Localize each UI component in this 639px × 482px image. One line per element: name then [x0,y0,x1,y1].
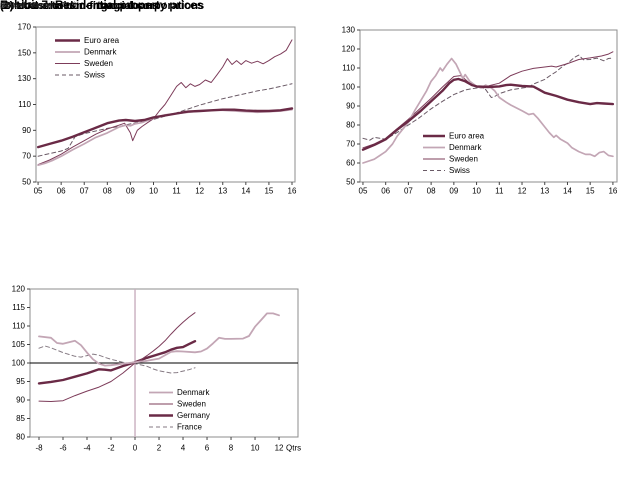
y-tick-label: 95 [16,377,25,386]
legend-label-sweden: Sweden [84,59,113,68]
series-line-euro-area [36,107,294,149]
y-tick-label: 50 [346,178,355,187]
y-tick-label: 80 [16,433,25,442]
series-line-denmark [362,57,614,164]
y-tick-label: 70 [22,152,31,161]
x-tick-label: 10 [251,444,260,453]
legend-label-swiss: Swiss [449,166,470,175]
x-tick-label: -8 [35,444,43,453]
y-tick-label: 85 [16,414,25,423]
x-tick-label: 16 [608,187,617,196]
x-tick-label: -4 [83,444,91,453]
x-tick-label: 8 [229,444,234,453]
chart1-unit-label: (2010=100) [0,0,39,9]
series-line-denmark [37,108,293,167]
y-tick-label: 80 [346,121,355,130]
chart1-title: (1) Household mortgage loans [0,0,159,12]
y-tick-label: 170 [18,23,32,32]
x-tick-label: 07 [404,187,413,196]
x-tick-label: 12 [518,187,527,196]
x-tick-label: 09 [449,187,458,196]
chart2-title: (2) Loans to non-financial corporations [0,0,205,12]
top-source: Source: Haver. [0,0,57,10]
series-line-denmark [38,312,280,367]
x-tick-label: 12 [195,187,204,196]
x-tick-label: 05 [34,187,43,196]
series-line-germany [37,340,197,385]
x-tick-label: 06 [57,187,66,196]
y-tick-label: 100 [12,359,26,368]
x-tick-label: 14 [241,187,250,196]
legend-label-swiss: Swiss [84,71,105,80]
legend-label-sweden: Sweden [177,400,206,409]
x-tick-label: 08 [103,187,112,196]
legend-label-euro-area: Euro area [84,36,120,45]
x-tick-label: 12 [275,444,284,453]
x-tick-label: 0 [133,444,138,453]
y-tick-label: 130 [18,74,32,83]
y-tick-label: 90 [16,396,25,405]
y-tick-label: 70 [346,140,355,149]
x-tick-label: 10 [149,187,158,196]
legend-label-euro-area: Euro area [449,132,485,141]
x-tick-label: 15 [264,187,273,196]
series-line-swiss [362,54,614,141]
x-axis-suffix-label: Qtrs [286,444,301,453]
legend-label-germany: Germany [177,411,210,420]
y-tick-label: 120 [342,45,356,54]
x-tick-label: 06 [381,187,390,196]
y-tick-label: 90 [346,102,355,111]
y-tick-label: 105 [12,340,26,349]
x-tick-label: 07 [80,187,89,196]
x-tick-label: 11 [495,187,504,196]
exhibit-title: Exhibit 7: Residential property prices [0,0,204,12]
legend-label-denmark: Denmark [84,48,117,57]
bottom-source: Source: Haver. [0,0,57,10]
y-tick-label: 110 [12,322,25,331]
x-tick-label: 11 [172,187,181,196]
y-tick-label: 130 [342,26,356,35]
x-tick-label: 6 [205,444,210,453]
y-tick-label: 50 [22,178,31,187]
y-tick-label: 110 [18,100,31,109]
x-tick-label: 15 [586,187,595,196]
x-tick-label: 10 [472,187,481,196]
x-tick-label: 14 [563,187,572,196]
series-line-euro-area [361,77,615,151]
x-tick-label: 4 [181,444,186,453]
y-tick-label: 90 [22,126,31,135]
series-line-sweden [38,312,196,402]
legend-label-sweden: Sweden [449,155,478,164]
series-line-sweden [37,39,293,166]
x-tick-label: -2 [107,444,115,453]
x-tick-label: 13 [540,187,549,196]
plot-frame-2 [359,29,618,183]
y-tick-label: 150 [18,48,32,57]
series-line-swiss [37,83,293,157]
x-tick-label: 08 [427,187,436,196]
y-tick-label: 120 [12,285,26,294]
y-tick-label: 60 [346,159,355,168]
x-tick-label: 05 [359,187,368,196]
y-tick-label: 110 [342,64,355,73]
chart3-unit-label: (start of -ve rate = 100) [0,0,77,9]
y-tick-label: 100 [342,83,356,92]
legend-label-denmark: Denmark [177,388,210,397]
x-tick-label: -6 [59,444,67,453]
x-tick-label: 13 [218,187,227,196]
x-tick-label: 2 [157,444,162,453]
x-tick-label: 09 [126,187,135,196]
y-tick-label: 115 [12,303,25,312]
legend-label-denmark: Denmark [449,143,482,152]
chart2-unit-label: (2010=100) [0,0,39,9]
legend-label-france: France [177,423,202,432]
x-tick-label: 16 [288,187,297,196]
